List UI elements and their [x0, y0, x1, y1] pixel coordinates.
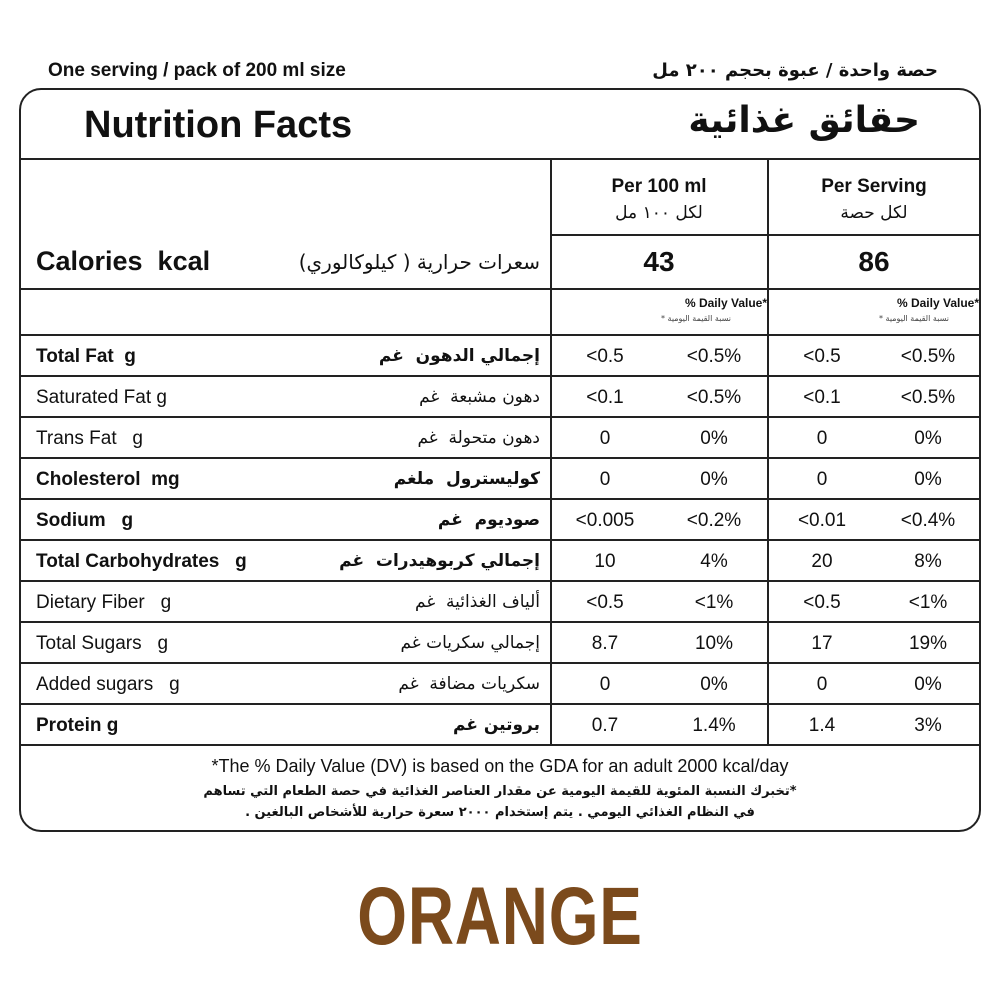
dv-header: % Daily Value* [684, 296, 767, 310]
cell-value: 20 [811, 551, 833, 572]
title-ar: حقائق غذائية [688, 100, 920, 141]
cell-value: 1.4% [692, 715, 736, 736]
cell-value: 0% [700, 674, 728, 695]
cell-value: <1% [694, 592, 734, 613]
title-en: Nutrition Facts [84, 104, 353, 146]
rule [20, 744, 980, 746]
calories-value: 43 [643, 246, 675, 277]
rule [20, 288, 980, 290]
nutrient-en: Cholesterol mg [36, 469, 180, 490]
nutrient-ar: دهون مشبعة غم [419, 387, 540, 407]
column-rule [767, 158, 769, 746]
cell-value: <0.1 [586, 387, 624, 408]
nutrient-en: Added sugars g [36, 674, 180, 695]
cell-value: 4% [700, 551, 728, 572]
product-name: ORANGE [357, 871, 643, 962]
nutrient-ar: ألياف الغذائية غم [415, 592, 540, 612]
cell-value: <0.5% [900, 346, 956, 367]
footnote-ar: في النظام الغذائي اليومي . يتم إستخدام ٢… [245, 805, 755, 820]
rule [550, 234, 980, 236]
serving-ar: حصة واحدة / عبوة بحجم ٢٠٠ مل [652, 60, 938, 81]
footnote-en: *The % Daily Value (DV) is based on the … [211, 756, 789, 776]
nutrient-ar: دهون متحولة غم [417, 428, 540, 448]
nutrient-en: Total Fat g [36, 346, 136, 367]
rule [20, 703, 980, 705]
serving-en: One serving / pack of 200 ml size [48, 60, 346, 81]
rule [20, 334, 980, 336]
cell-value: 0% [700, 469, 728, 490]
dv-header: % Daily Value* [896, 296, 979, 310]
nutrient-ar: بروتين غم [452, 715, 540, 735]
cell-value: 8.7 [591, 633, 619, 654]
cell-value: <0.5 [803, 592, 841, 613]
rule [20, 158, 980, 160]
cell-value: <0.1 [803, 387, 841, 408]
column-title: Per 100 ml [611, 176, 707, 197]
cell-value: 0 [599, 469, 611, 490]
footnote-ar: *تخبرك النسبة المئوية للقيمة اليومية عن … [203, 784, 797, 799]
cell-value: <0.01 [797, 510, 847, 531]
cell-value: <0.4% [900, 510, 956, 531]
nutrient-en: Total Carbohydrates g [36, 551, 247, 572]
rule [20, 457, 980, 459]
column-rule [550, 158, 552, 746]
column-title-ar: لكل ١٠٠ مل [615, 203, 703, 223]
cell-value: <0.5% [686, 387, 742, 408]
calories-value: 86 [858, 246, 890, 277]
nutrient-ar: إجمالي كربوهيدرات غم [339, 551, 540, 571]
dv-header-ar: نسبة القيمة اليومية * [879, 314, 949, 323]
cell-value: 0 [816, 674, 828, 695]
cell-value: 1.4 [808, 715, 836, 736]
cell-value: 0% [914, 674, 942, 695]
cell-value: 0% [700, 428, 728, 449]
rule [20, 662, 980, 664]
cell-value: 10 [594, 551, 616, 572]
rule [20, 621, 980, 623]
label-box [19, 88, 981, 832]
rule [20, 580, 980, 582]
nutrient-en: Sodium g [36, 510, 134, 531]
column-title: Per Serving [821, 176, 927, 197]
cell-value: 0 [816, 428, 828, 449]
cell-value: 3% [914, 715, 942, 736]
calories-en: Calories kcal [36, 246, 211, 276]
nutrient-ar: كوليسترول ملغم [393, 469, 540, 489]
cell-value: <0.5% [900, 387, 956, 408]
cell-value: <0.5 [586, 592, 624, 613]
cell-value: 0 [816, 469, 828, 490]
column-title-ar: لكل حصة [840, 203, 908, 223]
cell-value: <0.5 [803, 346, 841, 367]
nutrient-en: Dietary Fiber g [36, 592, 172, 613]
cell-value: <0.5 [586, 346, 624, 367]
cell-value: <0.005 [575, 510, 635, 531]
rule [20, 375, 980, 377]
cell-value: 0 [599, 674, 611, 695]
cell-value: 0% [914, 428, 942, 449]
dv-header-ar: نسبة القيمة اليومية * [661, 314, 731, 323]
nutrient-ar: صوديوم غم [437, 510, 540, 530]
nutrient-ar: سكريات مضافة غم [398, 674, 540, 694]
calories-ar: سعرات حرارية ( كيلوكالوري) [298, 250, 540, 274]
cell-value: 10% [694, 633, 734, 654]
rule [20, 498, 980, 500]
cell-value: <0.5% [686, 346, 742, 367]
cell-value: <0.2% [686, 510, 742, 531]
nutrient-ar: إجمالي سكريات غم [400, 633, 540, 653]
cell-value: 17 [811, 633, 833, 654]
cell-value: 0% [914, 469, 942, 490]
nutrient-en: Saturated Fat g [36, 387, 167, 408]
cell-value: 8% [914, 551, 942, 572]
rule [20, 539, 980, 541]
nutrient-en: Total Sugars g [36, 633, 169, 654]
cell-value: 0 [599, 428, 611, 449]
nutrient-ar: إجمالي الدهون غم [378, 346, 540, 366]
rule [20, 416, 980, 418]
nutrient-en: Trans Fat g [36, 428, 143, 449]
cell-value: 0.7 [591, 715, 619, 736]
nutrient-en: Protein g [36, 715, 119, 736]
cell-value: <1% [908, 592, 948, 613]
cell-value: 19% [908, 633, 948, 654]
